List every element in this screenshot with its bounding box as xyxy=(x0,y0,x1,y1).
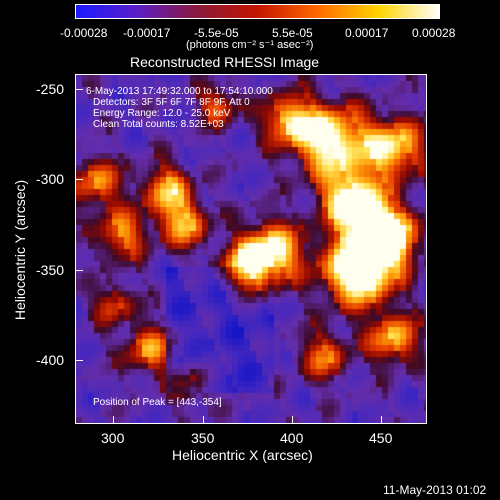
y-tick-mark xyxy=(75,360,83,361)
y-tick-label: -400 xyxy=(36,352,65,368)
x-tick-mark xyxy=(203,416,204,424)
colorbar-tick-label-3: 5.5e-05 xyxy=(272,26,313,40)
overlay-clean: Clean Total counts: 8.52E+03 xyxy=(93,119,224,130)
overlay-detectors: Detectors: 3F 5F 6F 7F 8F 9F, Att 0 xyxy=(93,97,250,108)
colorbar-tick-label-5: 0.00028 xyxy=(412,26,456,40)
y-tick-label: -350 xyxy=(36,262,65,278)
x-tick-label: 400 xyxy=(280,430,304,446)
overlay-energy: Energy Range: 12.0 - 25.0 keV xyxy=(93,108,231,119)
y-tick-mark xyxy=(75,89,83,90)
colorbar xyxy=(75,4,440,19)
colorbar-tick-label-2: -5.5e-05 xyxy=(194,26,239,40)
colorbar-tick-label-4: 0.00017 xyxy=(345,26,389,40)
x-tick-label: 450 xyxy=(369,430,393,446)
generated-timestamp: 11-May-2013 01:02 xyxy=(383,483,487,497)
y-tick-label: -250 xyxy=(36,81,65,97)
x-tick-mark xyxy=(381,416,382,424)
colorbar-units-label: (photons cm⁻² s⁻¹ asec⁻²) xyxy=(186,39,314,51)
rhessi-image xyxy=(76,75,426,423)
y-tick-mark xyxy=(75,270,83,271)
x-tick-label: 350 xyxy=(191,430,215,446)
overlay-time-range: 6-May-2013 17:49:32.000 to 17:54:10.000 xyxy=(86,86,273,97)
overlay-peak-position: Position of Peak = [443,-354] xyxy=(93,397,222,408)
plot-title: Reconstructed RHESSI Image xyxy=(130,54,320,70)
y-axis-label: Heliocentric Y (arcsec) xyxy=(12,179,28,321)
image-plot-area: 6-May-2013 17:49:32.000 to 17:54:10.000 … xyxy=(75,74,427,424)
colorbar-tick-label-0: -0.00028 xyxy=(60,26,108,40)
x-tick-label: 300 xyxy=(101,430,125,446)
x-tick-mark xyxy=(113,416,114,424)
y-tick-mark xyxy=(75,179,83,180)
colorbar-tick-label-1: -0.00017 xyxy=(123,26,171,40)
x-axis-label: Heliocentric X (arcsec) xyxy=(172,447,313,463)
x-tick-mark xyxy=(292,416,293,424)
y-tick-label: -300 xyxy=(36,171,65,187)
